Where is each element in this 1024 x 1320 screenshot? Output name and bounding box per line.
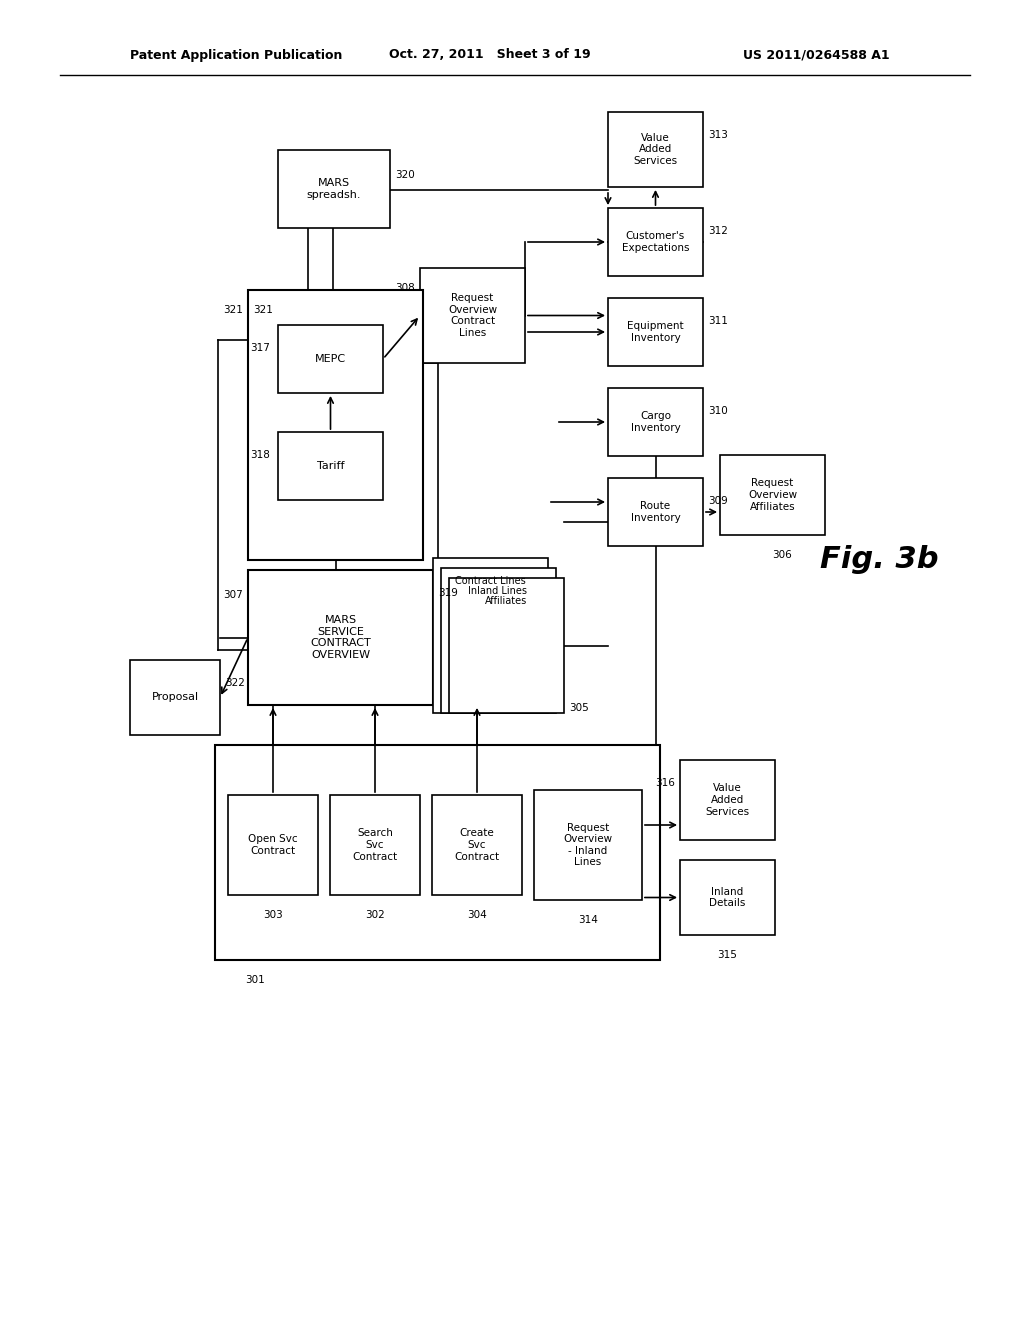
Bar bbox=[680, 760, 775, 840]
Text: US 2011/0264588 A1: US 2011/0264588 A1 bbox=[743, 49, 890, 62]
Bar bbox=[278, 432, 383, 500]
Text: 313: 313 bbox=[708, 129, 728, 140]
Text: Fig. 3b: Fig. 3b bbox=[820, 545, 939, 574]
Text: 315: 315 bbox=[718, 950, 737, 960]
Text: Open Svc
Contract: Open Svc Contract bbox=[248, 834, 298, 855]
Text: Create
Svc
Contract: Create Svc Contract bbox=[455, 829, 500, 862]
Text: 320: 320 bbox=[395, 170, 415, 180]
Text: Contract Lines: Contract Lines bbox=[455, 576, 525, 586]
Bar bbox=[215, 744, 660, 960]
Bar bbox=[680, 861, 775, 935]
Text: Inland Lines: Inland Lines bbox=[469, 586, 527, 597]
Bar bbox=[608, 298, 703, 366]
Text: MEPC: MEPC bbox=[315, 354, 346, 364]
Bar bbox=[420, 268, 525, 363]
Text: 304: 304 bbox=[467, 909, 486, 920]
Text: 316: 316 bbox=[655, 777, 675, 788]
Text: 312: 312 bbox=[708, 226, 728, 236]
Text: Request
Overview
Contract
Lines: Request Overview Contract Lines bbox=[447, 293, 497, 338]
Text: Route
Inventory: Route Inventory bbox=[631, 502, 680, 523]
Bar bbox=[449, 578, 564, 713]
Bar bbox=[278, 150, 390, 228]
Text: Equipment
Inventory: Equipment Inventory bbox=[627, 321, 684, 343]
Text: 321: 321 bbox=[223, 305, 243, 315]
Text: Value
Added
Services: Value Added Services bbox=[634, 133, 678, 166]
Text: Search
Svc
Contract: Search Svc Contract bbox=[352, 829, 397, 862]
Text: Cargo
Inventory: Cargo Inventory bbox=[631, 412, 680, 433]
Text: 306: 306 bbox=[772, 550, 793, 560]
Bar bbox=[130, 660, 220, 735]
Text: 301: 301 bbox=[245, 975, 265, 985]
Bar bbox=[278, 325, 383, 393]
Bar bbox=[432, 795, 522, 895]
Text: 318: 318 bbox=[250, 450, 270, 459]
Bar bbox=[330, 795, 420, 895]
Bar bbox=[534, 789, 642, 900]
Text: 305: 305 bbox=[569, 704, 589, 713]
Text: Inland
Details: Inland Details bbox=[710, 887, 745, 908]
Text: Tariff: Tariff bbox=[316, 461, 344, 471]
Text: MARS
SERVICE
CONTRACT
OVERVIEW: MARS SERVICE CONTRACT OVERVIEW bbox=[310, 615, 371, 660]
Bar bbox=[248, 570, 433, 705]
Text: Value
Added
Services: Value Added Services bbox=[706, 783, 750, 817]
Text: 308: 308 bbox=[395, 282, 415, 293]
Bar bbox=[608, 478, 703, 546]
Text: Patent Application Publication: Patent Application Publication bbox=[130, 49, 342, 62]
Bar bbox=[608, 388, 703, 455]
Text: Customer's
Expectations: Customer's Expectations bbox=[622, 231, 689, 253]
Bar bbox=[608, 112, 703, 187]
Text: Request
Overview
- Inland
Lines: Request Overview - Inland Lines bbox=[563, 822, 612, 867]
Text: 317: 317 bbox=[250, 343, 270, 352]
Bar bbox=[228, 795, 318, 895]
Text: 321: 321 bbox=[253, 305, 272, 315]
Bar bbox=[720, 455, 825, 535]
Text: 303: 303 bbox=[263, 909, 283, 920]
Text: 309: 309 bbox=[708, 496, 728, 506]
Text: 314: 314 bbox=[579, 915, 598, 925]
Bar bbox=[248, 290, 423, 560]
Text: Affiliates: Affiliates bbox=[485, 597, 527, 606]
Bar bbox=[433, 558, 548, 713]
Text: 302: 302 bbox=[366, 909, 385, 920]
Text: Request
Overview
Affiliates: Request Overview Affiliates bbox=[748, 478, 797, 512]
Text: 310: 310 bbox=[708, 407, 728, 416]
Text: Proposal: Proposal bbox=[152, 693, 199, 702]
Text: 307: 307 bbox=[223, 590, 243, 601]
Text: MARS
spreadsh.: MARS spreadsh. bbox=[307, 178, 361, 199]
Text: 319: 319 bbox=[438, 587, 458, 598]
Bar bbox=[441, 568, 556, 713]
Text: 311: 311 bbox=[708, 315, 728, 326]
Text: Oct. 27, 2011   Sheet 3 of 19: Oct. 27, 2011 Sheet 3 of 19 bbox=[389, 49, 591, 62]
Text: 322: 322 bbox=[225, 678, 245, 688]
Bar bbox=[608, 209, 703, 276]
